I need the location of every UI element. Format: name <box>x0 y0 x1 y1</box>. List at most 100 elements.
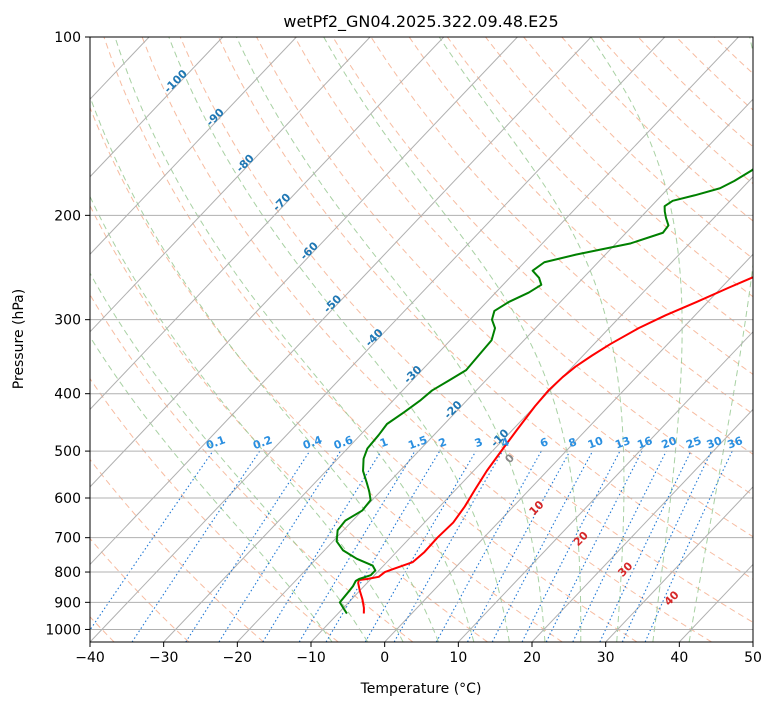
y-tick-label: 900 <box>54 595 81 611</box>
mixing-ratio-label: 30 <box>705 434 724 452</box>
moist-adiabat <box>168 37 510 642</box>
chart-title: wetPf2_GN04.2025.322.09.48.E25 <box>283 12 558 32</box>
isotherm-line <box>605 486 753 642</box>
dry-adiabat <box>141 37 712 642</box>
isotherm-line <box>678 563 753 642</box>
isotherm-label: -50 <box>321 292 344 315</box>
dry-adiabat <box>256 37 753 538</box>
x-axis-ticks: −40 −30 −20 −10 0 10 20 30 40 50 <box>75 642 762 666</box>
dry-adiabat <box>446 37 753 336</box>
dry-adiabat <box>408 37 753 375</box>
mixing-ratio-line <box>644 450 733 642</box>
isotherm-line <box>310 176 753 642</box>
mixing-ratio-label: 20 <box>660 434 679 452</box>
mixing-ratio-line <box>393 450 503 642</box>
dry-adiabat <box>752 37 753 39</box>
x-tick-label: 0 <box>380 650 389 666</box>
x-tick-label: 30 <box>597 650 615 666</box>
y-tick-label: 300 <box>54 313 81 329</box>
x-tick-label: 40 <box>670 650 688 666</box>
temp-label: 10 <box>527 498 547 518</box>
dry-adiabat <box>90 106 563 642</box>
isotherm-line <box>752 641 753 642</box>
mixing-ratio-label: 0.1 <box>204 433 227 452</box>
mixing-ratio-label: 36 <box>726 434 745 452</box>
isotherm-line <box>90 37 666 642</box>
x-tick-label: −30 <box>149 650 179 666</box>
moist-adiabat <box>90 195 404 642</box>
dry-adiabat <box>90 537 190 642</box>
dry-adiabat <box>90 458 264 642</box>
mixing-ratio-line <box>545 450 643 642</box>
sounding-series <box>335 168 753 615</box>
mixing-ratio-label: 1.5 <box>406 433 429 452</box>
temp-label: 40 <box>662 588 682 608</box>
y-tick-label: 400 <box>54 387 81 403</box>
moist-adiabat <box>236 37 546 642</box>
background-lines <box>0 37 753 642</box>
isotherm-line <box>236 98 753 642</box>
mixing-ratio-label: 1 <box>378 435 390 450</box>
dry-adiabat <box>637 37 753 148</box>
mixing-ratio-label: 8 <box>567 435 579 450</box>
moist-adiabat <box>688 37 753 642</box>
moist-adiabat <box>438 37 625 642</box>
mixing-ratio-label: 0.2 <box>251 433 274 452</box>
y-tick-label: 200 <box>54 208 81 224</box>
pressure-gridlines <box>90 37 753 630</box>
temp-label: 20 <box>571 529 591 549</box>
dry-adiabat <box>332 37 753 455</box>
isotherm-label: -70 <box>270 190 293 213</box>
dewpoint-line <box>335 168 753 615</box>
mixing-ratio-label: 0.6 <box>332 433 355 452</box>
dry-adiabat <box>599 37 753 185</box>
dry-adiabat <box>370 37 753 415</box>
moist-adiabat <box>90 335 333 642</box>
isotherm-label: -30 <box>401 363 424 386</box>
mixing-ratio-label: 6 <box>538 435 550 450</box>
mixing-ratio-line <box>599 450 692 642</box>
mixing-ratio-line <box>435 450 542 642</box>
mixing-ratio-line <box>364 450 477 642</box>
mixing-ratio-label: 4 <box>499 435 511 450</box>
y-tick-label: 600 <box>54 491 81 507</box>
dry-adiabat <box>294 37 753 496</box>
y-axis-ticks: 100 200 300 400 500 600 700 800 900 1000 <box>45 30 90 638</box>
plot-frame <box>89 36 754 643</box>
isotherm-line <box>90 37 371 333</box>
x-tick-label: 10 <box>449 650 467 666</box>
moist-adiabat <box>90 95 439 642</box>
mixing-ratio-label: 10 <box>586 434 605 452</box>
y-tick-label: 1000 <box>45 622 81 638</box>
mixing-ratio-label: 16 <box>635 434 654 452</box>
dry-adiabat <box>561 37 753 222</box>
mixing-ratio-line <box>467 450 571 642</box>
x-axis-label: Temperature (°C) <box>360 681 482 697</box>
dry-adiabat <box>485 37 753 298</box>
isotherm-line <box>90 37 297 256</box>
isotherm-line <box>0 37 2 642</box>
y-axis-label: Pressure (hPa) <box>11 289 27 389</box>
isotherm-line <box>163 37 739 642</box>
mixing-ratio-line <box>262 450 382 642</box>
mixing-ratio-line <box>131 450 261 642</box>
mixing-ratio-label: 13 <box>613 434 632 451</box>
y-tick-label: 800 <box>54 565 81 581</box>
y-tick-label: 100 <box>54 30 81 46</box>
x-tick-label: −40 <box>75 650 105 666</box>
isotherm-line <box>90 37 592 566</box>
dry-adiabat <box>90 204 488 642</box>
dry-adiabat <box>179 37 753 623</box>
moist-adiabat <box>323 37 582 642</box>
mixing-ratio-line <box>90 450 214 631</box>
x-tick-label: −10 <box>296 650 326 666</box>
mixing-ratio-label: 25 <box>684 434 703 451</box>
mixing-ratio-label: 0.4 <box>301 433 324 452</box>
mixing-ratio-line <box>185 450 311 642</box>
dry-adiabat <box>523 37 753 260</box>
x-tick-label: 50 <box>744 650 762 666</box>
moist-adiabat <box>114 37 475 642</box>
dry-adiabat <box>217 37 753 580</box>
isotherm-line <box>90 37 445 411</box>
